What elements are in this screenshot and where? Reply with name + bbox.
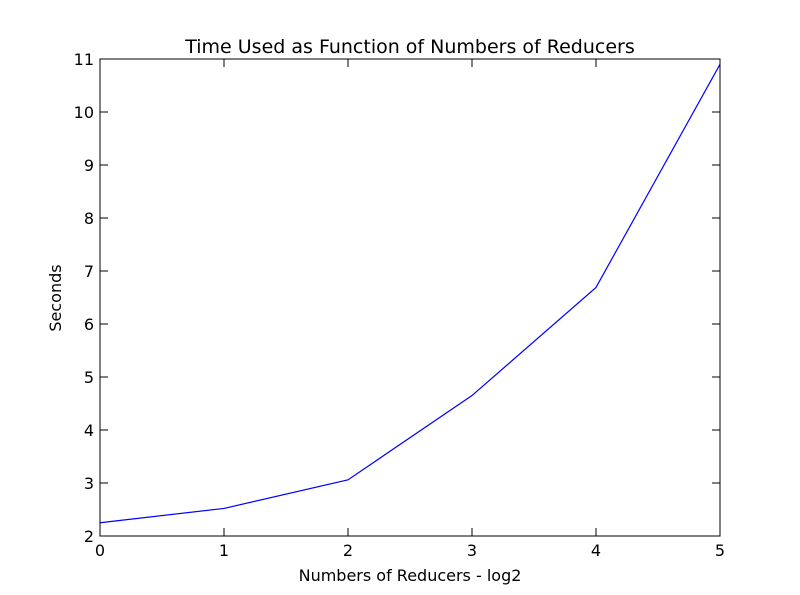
y-tick-label: 10 xyxy=(74,103,94,122)
y-tick-label: 8 xyxy=(84,209,94,228)
x-tick-label: 5 xyxy=(715,541,725,560)
y-tick-label: 4 xyxy=(84,421,94,440)
y-tick-label: 5 xyxy=(84,368,94,387)
x-tick-label: 2 xyxy=(343,541,353,560)
y-tick-label: 3 xyxy=(84,474,94,493)
x-axis-label: Numbers of Reducers - log2 xyxy=(299,566,522,585)
y-tick-label: 2 xyxy=(84,527,94,546)
x-tick-label: 0 xyxy=(95,541,105,560)
series-line xyxy=(99,64,721,524)
y-tick-label: 7 xyxy=(84,262,94,281)
x-tick-label: 3 xyxy=(467,541,477,560)
chart-title: Time Used as Function of Numbers of Redu… xyxy=(184,36,635,58)
x-tick-label: 1 xyxy=(219,541,229,560)
y-tick-label: 9 xyxy=(84,156,94,175)
plot-area xyxy=(100,59,720,536)
y-tick-label: 6 xyxy=(84,315,94,334)
plot-frame xyxy=(99,58,721,537)
y-tick-label: 11 xyxy=(74,50,94,69)
y-axis-label: Seconds xyxy=(46,264,65,331)
ticks-layer: 0 1 2 3 4 5 2 3 4 5 6 7 8 9 10 11 xyxy=(74,50,725,560)
x-tick-label: 4 xyxy=(591,541,601,560)
